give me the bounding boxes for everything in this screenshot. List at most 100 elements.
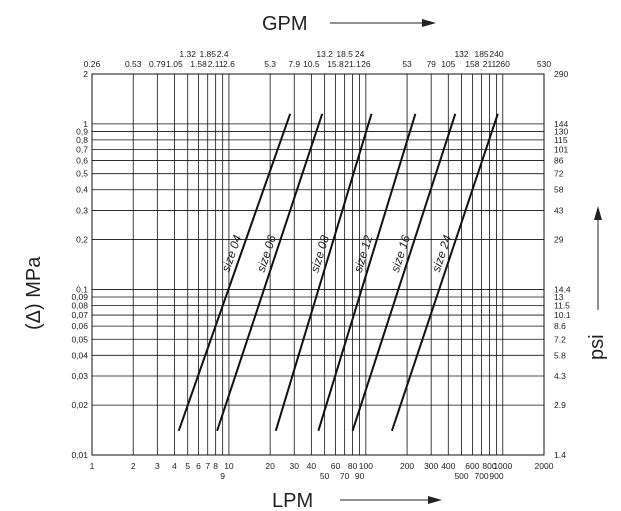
x-top-tick-label: 1.32 xyxy=(179,49,196,59)
series-line xyxy=(351,113,457,432)
y-right-tick-label: 13 xyxy=(554,292,564,302)
x-tick-label: 60 xyxy=(331,461,341,471)
x-top-tick-label: 13.2 xyxy=(316,49,333,59)
x-tick-label: 7 xyxy=(205,461,210,471)
y-tick-label: 0,1 xyxy=(76,284,88,294)
series-line xyxy=(390,113,499,432)
y-tick-label: 0,06 xyxy=(71,321,88,331)
x-top-tick-label: 15.8 xyxy=(327,59,344,69)
y-tick-label: 0,7 xyxy=(76,144,88,154)
y-tick-label: 0,04 xyxy=(71,350,88,360)
y-right-tick-label: 10.1 xyxy=(554,310,571,320)
y-right-tick-label: 2.9 xyxy=(554,400,566,410)
y-right-tick-label: 115 xyxy=(554,135,568,145)
y-right-tick-label: 14.4 xyxy=(554,284,571,294)
y-right-tick-label: 5.8 xyxy=(554,350,566,360)
x-top-tick-label: 21.1 xyxy=(344,59,361,69)
y-left-label: (Δ) MPa xyxy=(23,256,45,330)
y-right-tick-label: 144 xyxy=(554,119,568,129)
x-top-tick-label: 7.9 xyxy=(288,59,300,69)
y-tick-label: 0,08 xyxy=(71,300,88,310)
series-line xyxy=(216,113,324,432)
y-tick-label: 0,01 xyxy=(71,450,88,460)
series-line xyxy=(317,113,417,432)
y-right-tick-label: 4.3 xyxy=(554,371,566,381)
x-tick-label: 5 xyxy=(185,461,190,471)
y-tick-label: 0,8 xyxy=(76,135,88,145)
y-tick-label: 0,9 xyxy=(76,126,88,136)
x-top-tick-label: 79 xyxy=(426,59,436,69)
y-right-tick-label: 58 xyxy=(554,185,564,195)
y-right-tick-label: 11.5 xyxy=(554,300,570,310)
y-tick-label: 0,02 xyxy=(71,400,88,410)
x-tick-label: 40 xyxy=(307,461,317,471)
x-top-tick-label: 5.3 xyxy=(264,59,276,69)
y-tick-label: 0,4 xyxy=(76,185,88,195)
x-tick-label: 20 xyxy=(265,461,275,471)
x-top-tick-label: 26 xyxy=(361,59,371,69)
y-right-tick-label: 86 xyxy=(554,156,564,166)
x-tick-label: 3 xyxy=(155,461,160,471)
x-tick-label: 6 xyxy=(196,461,201,471)
x-top-tick-label: 2.11 xyxy=(208,59,224,69)
x-top-tick-label: 105 xyxy=(441,59,455,69)
y-right-tick-label: 1.4 xyxy=(554,450,566,460)
x-top-tick-label: 1.85 xyxy=(199,49,216,59)
x-top-tick-label: 0.26 xyxy=(84,59,101,69)
x-tick-label: 400 xyxy=(441,461,455,471)
plot-frame xyxy=(91,73,545,456)
x-top-label: GPM xyxy=(262,13,308,35)
x-tick-label: 9 xyxy=(220,471,225,481)
x-top-tick-label: 0.53 xyxy=(125,59,142,69)
y-tick-label: 0,07 xyxy=(71,310,88,320)
x-tick-label: 10 xyxy=(224,461,234,471)
x-tick-label: 4 xyxy=(172,461,177,471)
x-tick-label: 800 xyxy=(482,461,496,471)
x-tick-label: 600 xyxy=(465,461,479,471)
x-tick-label: 300 xyxy=(424,461,438,471)
x-top-tick-label: 1.05 xyxy=(166,59,183,69)
y-tick-label: 0,6 xyxy=(76,156,88,166)
x-top-tick-label: 530 xyxy=(537,59,551,69)
y-right-tick-label: 8.6 xyxy=(554,321,566,331)
x-tick-label: 80 xyxy=(348,461,358,471)
y-right-tick-label: 130 xyxy=(554,126,568,136)
x-top-tick-label: 158 xyxy=(465,59,479,69)
x-top-tick-label: 53 xyxy=(402,59,412,69)
x-tick-label: 8 xyxy=(213,461,218,471)
x-tick-label: 500 xyxy=(454,471,468,481)
x-top-arrow-head xyxy=(422,19,436,27)
x-tick-label: 1000 xyxy=(493,461,512,471)
x-tick-label: 2000 xyxy=(535,461,554,471)
y-right-tick-label: 101 xyxy=(554,144,568,154)
x-top-tick-label: 240 xyxy=(489,49,503,59)
y-right-tick-label: 7.2 xyxy=(554,334,566,344)
y-tick-label: 2 xyxy=(83,69,88,79)
grid xyxy=(91,73,545,456)
x-tick-label: 2 xyxy=(131,461,136,471)
x-tick-label: 200 xyxy=(400,461,414,471)
y-tick-label: 0,05 xyxy=(71,334,88,344)
x-top-tick-label: 24 xyxy=(355,49,365,59)
y-right-tick-label: 29 xyxy=(554,235,564,245)
x-tick-label: 70 xyxy=(340,471,350,481)
y-tick-label: 1 xyxy=(83,119,88,129)
x-top-tick-label: 185 xyxy=(474,49,488,59)
x-top-tick-label: 1.58 xyxy=(190,59,207,69)
x-bottom-label: LPM xyxy=(272,490,313,511)
y-right-tick-label: 72 xyxy=(554,169,564,179)
x-top-tick-label: 132 xyxy=(454,49,468,59)
y-tick-label: 0,5 xyxy=(76,169,88,179)
x-tick-label: 1 xyxy=(90,461,95,471)
y-tick-label: 0,09 xyxy=(71,292,88,302)
x-tick-label: 50 xyxy=(320,471,330,481)
x-top-tick-label: 10.5 xyxy=(303,59,320,69)
x-tick-label: 700 xyxy=(474,471,488,481)
y-tick-label: 0,2 xyxy=(76,235,88,245)
x-tick-label: 30 xyxy=(290,461,300,471)
x-tick-label: 900 xyxy=(489,471,503,481)
series-line xyxy=(274,113,373,432)
y-right-arrow-head xyxy=(594,206,602,220)
